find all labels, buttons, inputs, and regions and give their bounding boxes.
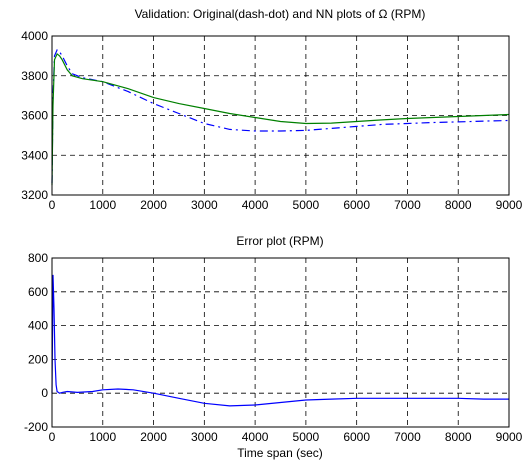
error-x-tick-label: 7000	[394, 430, 421, 444]
validation-x-tick-label: 6000	[343, 198, 370, 212]
error-x-tick-label: 6000	[343, 430, 370, 444]
error-x-tick-label: 9000	[496, 430, 523, 444]
validation-chart-title: Validation: Original(dash-dot) and NN pl…	[135, 7, 426, 21]
error-plot-frame	[51, 257, 510, 428]
validation-y-tick-label: 3800	[21, 69, 48, 83]
validation-x-tick-label: 9000	[496, 198, 523, 212]
error-x-tick-label: 5000	[293, 430, 320, 444]
error-x-tick-label: 0	[49, 430, 56, 444]
validation-x-tick-label: 0	[49, 198, 56, 212]
error-y-tick-labels: -200 0 200 400 600 800	[24, 251, 48, 434]
error-series-group	[51, 274, 509, 407]
validation-series-group	[51, 48, 510, 186]
error-y-tick-label: -200	[24, 420, 48, 434]
error-x-tick-label: 4000	[242, 430, 269, 444]
error-chart-title: Error plot (RPM)	[236, 234, 323, 248]
validation-x-tick-label: 7000	[394, 198, 421, 212]
validation-x-tick-label: 1000	[89, 198, 116, 212]
validation-x-tick-label: 2000	[140, 198, 167, 212]
validation-series-nn-solid-line	[51, 52, 510, 186]
error-x-tick-label: 8000	[445, 430, 472, 444]
error-x-tick-labels: 0 1000 2000 3000 4000 5000 6000 7000 8000 9000	[49, 430, 523, 444]
validation-x-tick-labels: 0 1000 2000 3000 4000 5000 6000 7000 8000 9000	[49, 198, 523, 212]
error-x-tick-label: 1000	[89, 430, 116, 444]
validation-x-tick-label: 5000	[293, 198, 320, 212]
error-y-tick-label: 0	[41, 386, 48, 400]
error-chart-x-axis-label: Time span (sec)	[237, 446, 323, 460]
error-y-tick-label: 200	[28, 352, 48, 366]
error-chart: Error plot (RPM) 0 1000 2000 3000 4000 5000 60…	[24, 234, 523, 460]
validation-y-tick-labels: 3200 3400 3600 3800 4000	[21, 29, 48, 202]
error-y-tick-label: 800	[28, 251, 48, 265]
validation-y-tick-label: 3200	[21, 188, 48, 202]
validation-gridlines	[52, 36, 509, 195]
validation-y-tick-label: 4000	[21, 29, 48, 43]
validation-x-tick-label: 8000	[445, 198, 472, 212]
validation-series-original-dash-dot-line	[51, 48, 510, 184]
validation-x-tick-label: 3000	[191, 198, 218, 212]
error-gridlines	[52, 258, 509, 427]
error-x-tick-label: 3000	[191, 430, 218, 444]
error-y-tick-label: 400	[28, 319, 48, 333]
validation-plot-frame	[51, 35, 510, 196]
validation-chart: Validation: Original(dash-dot) and NN pl…	[21, 7, 522, 212]
validation-y-tick-label: 3400	[21, 148, 48, 162]
error-y-tick-label: 600	[28, 285, 48, 299]
error-series-error-solid-line	[51, 274, 509, 407]
validation-y-tick-label: 3600	[21, 109, 48, 123]
validation-x-tick-label: 4000	[242, 198, 269, 212]
error-x-tick-label: 2000	[140, 430, 167, 444]
